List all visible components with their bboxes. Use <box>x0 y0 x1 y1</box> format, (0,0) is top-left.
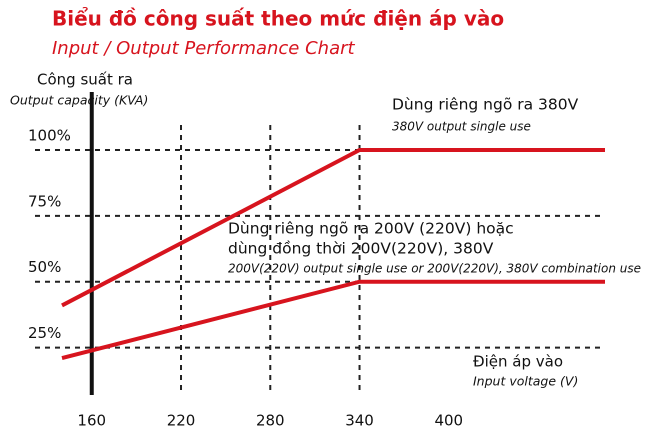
y-axis-label-en: Output capacity (KVA) <box>10 93 148 108</box>
x-tick-label: 400 <box>434 412 463 430</box>
x-axis-label-en: Input voltage (V) <box>473 374 578 389</box>
series-line <box>61 279 605 361</box>
x-tick-label: 220 <box>167 412 196 430</box>
series-label-en: 380V output single use <box>392 120 531 134</box>
series-label: Dùng riêng ngõ ra 200V (220V) hoặc <box>228 220 514 238</box>
x-tick-label: 280 <box>256 412 285 430</box>
x-tick-label: 160 <box>77 412 106 430</box>
x-tick-label: 340 <box>345 412 374 430</box>
series-label: dùng đồng thời 200V(220V), 380V <box>228 240 494 258</box>
chart-subtitle: Input / Output Performance Chart <box>52 38 356 59</box>
chart-title: Biểu đồ công suất theo mức điện áp vào <box>52 7 504 31</box>
series-line <box>61 147 605 308</box>
y-tick-label: 25% <box>28 324 61 342</box>
y-tick-label: 100% <box>28 126 71 144</box>
y-tick-label: 75% <box>28 192 61 210</box>
x-axis-label: Điện áp vào <box>473 353 563 371</box>
y-tick-label: 50% <box>28 258 61 276</box>
y-axis-label: Công suất ra <box>37 71 133 89</box>
series-label: Dùng riêng ngõ ra 380V <box>392 96 579 114</box>
series-label-en: 200V(220V) output single use or 200V(220… <box>228 262 641 276</box>
